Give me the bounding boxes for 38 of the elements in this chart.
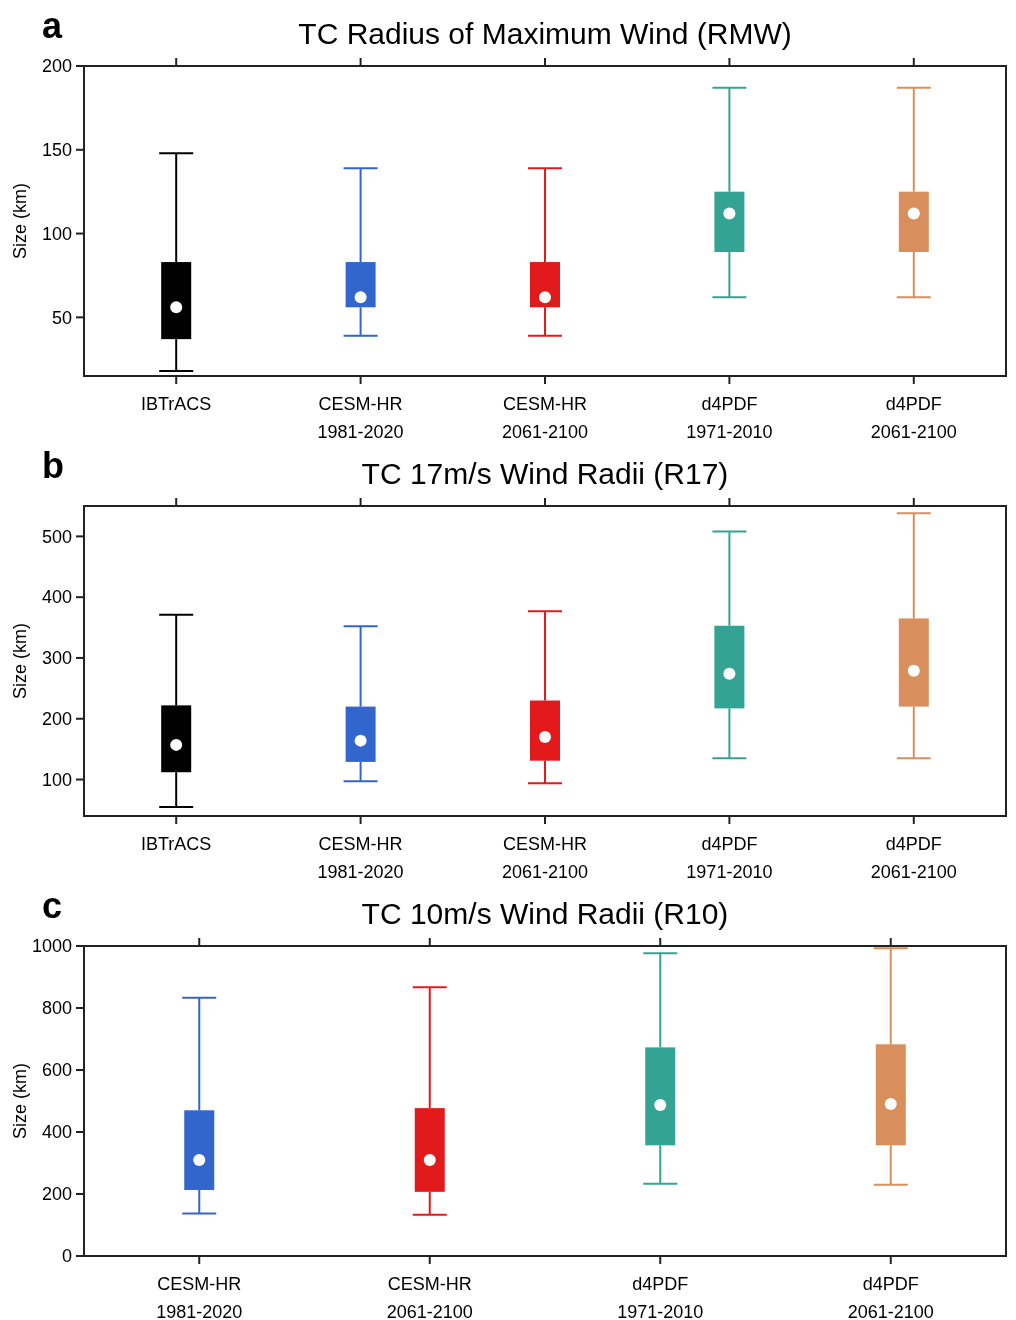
y-tick-label: 300 [41,648,72,669]
y-axis-title: Size (km) [10,623,30,699]
y-axis-title: Size (km) [10,1063,30,1139]
x-tick-label: IBTrACS [141,834,212,854]
x-tick-label: CESM-HR 1981-2020 [317,834,404,882]
y-tick-label: 100 [41,223,72,244]
y-tick-label: 150 [41,140,72,161]
x-tick-label: d4PDF 1971-2010 [686,834,773,882]
y-tick-label: 500 [41,526,72,547]
x-tick-label: CESM-HR 1981-2020 [156,1274,243,1320]
x-tick-label: d4PDF 2061-2100 [870,394,957,442]
chart-title: TC Radius of Maximum Wind (RMW) [298,17,792,50]
y-tick-label: 400 [41,587,72,608]
y-tick-label: 200 [41,709,72,730]
y-tick-label: 50 [51,307,72,328]
text: a [42,5,63,46]
x-tick-label: CESM-HR 2061-2100 [386,1274,473,1320]
y-tick-label: 0 [61,1246,72,1267]
y-axis-title: Size (km) [10,183,30,259]
y-tick-label: 100 [41,769,72,790]
x-tick-label: IBTrACS [141,394,212,414]
chart-title: TC 10m/s Wind Radii (R10) [361,897,729,930]
y-tick-label: 200 [41,56,72,77]
x-tick-label: d4PDF 2061-2100 [847,1274,934,1320]
y-tick-label: 800 [41,998,72,1019]
text: c [42,885,63,926]
y-tick-label: 600 [41,1060,72,1081]
x-tick-label: CESM-HR 2061-2100 [501,834,589,882]
text: b [42,445,64,486]
y-tick-label: 400 [41,1122,72,1143]
y-tick-label: 1000 [31,936,72,957]
x-tick-label: CESM-HR 1981-2020 [317,394,404,442]
x-tick-label: d4PDF 1971-2010 [686,394,773,442]
x-tick-label: d4PDF 2061-2100 [870,834,957,882]
x-tick-label: d4PDF 1971-2010 [617,1274,704,1320]
chart-title: TC 17m/s Wind Radii (R17) [361,457,729,490]
y-tick-label: 200 [41,1184,72,1205]
x-tick-label: CESM-HR 2061-2100 [501,394,589,442]
